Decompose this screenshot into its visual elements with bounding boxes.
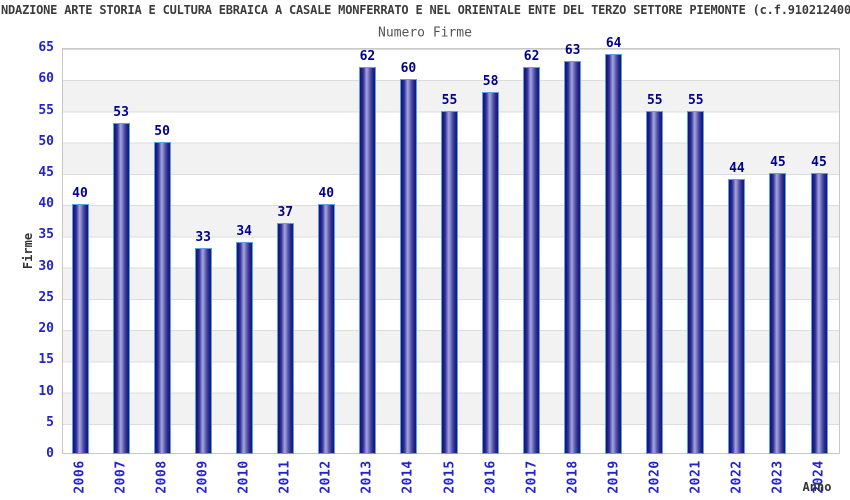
bar-2009 — [194, 247, 212, 454]
bar-2020 — [646, 110, 664, 454]
bar-value-2016: 58 — [482, 73, 499, 89]
bar-value-2017: 62 — [523, 48, 540, 64]
x-tick-2019: 2019 — [606, 460, 622, 494]
bar-2017 — [523, 66, 541, 454]
bar-value-2008: 50 — [154, 123, 170, 139]
x-tick-2009: 2009 — [195, 460, 211, 494]
bar-value-2024: 45 — [811, 154, 827, 170]
bar-value-2020: 55 — [646, 92, 663, 108]
bar-2008 — [153, 141, 171, 454]
y-tick-40: 40 — [38, 196, 54, 212]
y-tick-45: 45 — [38, 164, 54, 180]
x-tick-2012: 2012 — [318, 460, 334, 494]
bar-value-2012: 40 — [318, 186, 335, 202]
bar-2013 — [358, 66, 376, 454]
bar-value-2007: 53 — [113, 105, 129, 120]
x-axis-title: Anno — [802, 480, 832, 494]
y-tick-50: 50 — [38, 133, 54, 149]
bar-2016 — [482, 91, 500, 454]
bar-value-2011: 37 — [277, 204, 294, 220]
bar-2021 — [687, 110, 705, 454]
bar-value-2010: 34 — [236, 223, 253, 239]
x-tick-2021: 2021 — [688, 460, 704, 494]
y-tick-25: 25 — [38, 289, 54, 305]
bar-value-2013: 62 — [359, 48, 376, 64]
y-tick-30: 30 — [38, 258, 54, 274]
chart-subtitle: Numero Firme — [378, 25, 472, 41]
y-tick-15: 15 — [38, 352, 54, 368]
bar-2022 — [728, 179, 746, 454]
bar-value-2009: 33 — [195, 229, 212, 245]
x-tick-2023: 2023 — [770, 460, 786, 494]
bar-value-2022: 44 — [729, 161, 745, 177]
x-tick-2016: 2016 — [483, 460, 499, 494]
y-tick-0: 0 — [46, 446, 54, 461]
x-tick-2020: 2020 — [647, 460, 663, 494]
bar-2007 — [112, 123, 130, 454]
bar-value-2018: 63 — [564, 42, 581, 58]
x-tick-2007: 2007 — [113, 460, 129, 494]
chart-title: NDAZIONE ARTE STORIA E CULTURA EBRAICA A… — [1, 3, 850, 17]
y-tick-20: 20 — [38, 321, 54, 337]
x-tick-2018: 2018 — [565, 460, 581, 494]
bar-2012 — [317, 204, 335, 454]
x-tick-2013: 2013 — [359, 460, 375, 494]
bar-2019 — [605, 54, 623, 454]
y-tick-60: 60 — [38, 71, 54, 87]
bar-2024 — [810, 172, 828, 454]
bar-2015 — [441, 110, 458, 454]
bar-2010 — [235, 241, 253, 454]
bar-2006 — [71, 204, 89, 454]
bar-2011 — [276, 222, 294, 454]
y-tick-65: 65 — [38, 40, 54, 55]
bar-value-2006: 40 — [72, 186, 88, 202]
x-tick-2014: 2014 — [400, 460, 416, 494]
bar-2023 — [769, 172, 787, 454]
bar-value-2015: 55 — [441, 92, 458, 108]
bar-value-2019: 64 — [605, 36, 622, 52]
x-tick-2022: 2022 — [729, 460, 745, 494]
bar-value-2023: 45 — [770, 154, 786, 170]
bar-value-2014: 60 — [400, 61, 417, 77]
y-tick-35: 35 — [38, 227, 54, 243]
x-tick-2011: 2011 — [277, 460, 293, 494]
x-tick-2015: 2015 — [442, 460, 457, 494]
y-tick-55: 55 — [38, 102, 54, 118]
bar-2018 — [564, 60, 582, 454]
x-tick-2008: 2008 — [154, 460, 170, 494]
x-tick-2010: 2010 — [236, 460, 252, 494]
x-tick-2006: 2006 — [72, 460, 88, 494]
y-tick-5: 5 — [46, 414, 54, 430]
bar-value-2021: 55 — [687, 92, 704, 108]
x-tick-2017: 2017 — [524, 460, 540, 494]
bar-2014 — [399, 79, 417, 454]
y-tick-10: 10 — [38, 383, 54, 399]
